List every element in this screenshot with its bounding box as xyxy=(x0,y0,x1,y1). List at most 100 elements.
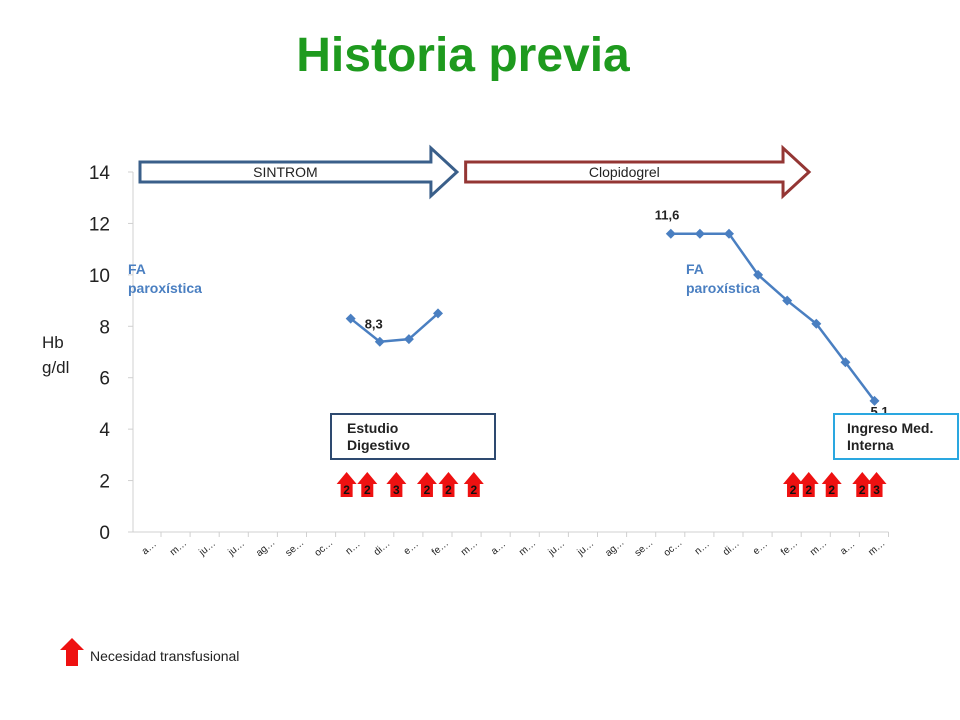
x-tick-label: e… xyxy=(402,539,421,557)
y-axis-label-line2: g/dl xyxy=(42,358,70,377)
axes: 0 2 4 6 8 10 12 14 a… m… ju… ju… ag… se… oc… n… di… e… fe…… xyxy=(89,163,889,559)
transfusion-legend-icon xyxy=(60,638,84,666)
transfusion-units-label: 2 xyxy=(828,483,835,497)
x-tick-label: m… xyxy=(517,538,538,558)
ingreso-line2: Interna xyxy=(847,437,894,453)
x-tick-label: a… xyxy=(489,539,508,557)
fa-paroxistica-left: FA paroxística xyxy=(128,260,202,298)
page-title: Historia previa xyxy=(296,29,630,82)
x-tick-label: m… xyxy=(459,538,480,558)
fa-left-line1: FA xyxy=(128,261,146,277)
transfusion-arrow-icon xyxy=(852,472,873,497)
transfusion-units-label: 2 xyxy=(343,483,350,497)
data-point xyxy=(811,318,822,329)
x-tick-label: fe… xyxy=(430,538,451,558)
transfusion-arrow-icon xyxy=(463,472,484,497)
x-tick-label: a… xyxy=(140,539,159,557)
transfusion-arrow-icon xyxy=(783,472,804,497)
x-tick-label: ag… xyxy=(603,537,626,559)
y-tick-label: 12 xyxy=(89,214,110,235)
data-point xyxy=(403,334,414,345)
x-tick-label: ju… xyxy=(575,538,596,559)
therapy-arrow-label: Clopidogrel xyxy=(589,164,660,180)
data-point xyxy=(869,395,880,406)
y-axis-label-line1: Hb xyxy=(42,333,64,352)
x-tick-label: m… xyxy=(168,538,189,558)
data-point xyxy=(782,295,793,306)
transfusion-units-label: 2 xyxy=(364,483,371,497)
x-tick-label: n… xyxy=(344,539,363,557)
y-tick-label: 14 xyxy=(89,163,111,184)
transfusion-units-label: 2 xyxy=(445,483,452,497)
fa-right-line2: paroxística xyxy=(686,280,760,296)
transfusion-arrow-icon xyxy=(798,472,819,497)
x-tick-label: ju… xyxy=(546,538,567,559)
fa-right-line1: FA xyxy=(686,261,704,277)
y-tick-label: 2 xyxy=(99,472,110,493)
y-tick-label: 10 xyxy=(89,266,110,287)
transfusion-arrow-icon xyxy=(866,472,887,497)
transfusion-units-label: 2 xyxy=(805,483,812,497)
therapy-arrow-label: SINTROM xyxy=(253,164,318,180)
y-tick-label: 0 xyxy=(99,523,110,544)
x-tick-label: se… xyxy=(633,537,656,559)
x-tick-label: fe… xyxy=(779,538,800,558)
x-tick-label: a… xyxy=(838,539,857,557)
transfusion-units-label: 2 xyxy=(424,483,431,497)
ingreso-line1: Ingreso Med. xyxy=(847,420,934,436)
transfusion-arrow-icon xyxy=(357,472,378,497)
data-point xyxy=(694,228,705,239)
legend-label: Necesidad transfusional xyxy=(90,648,240,664)
x-tick-label: m… xyxy=(808,538,829,558)
estudio-line1: Estudio xyxy=(347,420,399,436)
y-tick-label: 6 xyxy=(99,369,110,390)
data-point xyxy=(374,336,385,347)
data-point xyxy=(840,357,851,368)
y-axis-label: Hb g/dl xyxy=(42,330,69,380)
series-segment xyxy=(349,312,439,344)
transfusion-arrow-icon xyxy=(336,472,357,497)
data-point xyxy=(753,269,764,280)
transfusion-arrow-icon xyxy=(416,472,437,497)
y-tick-label: 8 xyxy=(99,317,110,338)
transfusion-arrow-icon xyxy=(386,472,407,497)
x-tick-label: oc… xyxy=(313,537,336,559)
x-tick-label: e… xyxy=(751,539,770,557)
x-tick-label: n… xyxy=(693,539,712,557)
x-tick-label: di… xyxy=(372,538,393,558)
x-tick-label: m… xyxy=(866,538,887,558)
transfusion-units-label: 3 xyxy=(873,483,880,497)
x-tick-label: ju… xyxy=(196,538,217,559)
transfusion-units-label: 2 xyxy=(859,483,866,497)
y-tick-label: 4 xyxy=(99,420,110,441)
transfusion-units-label: 2 xyxy=(790,483,797,497)
therapy-arrow-clopidogrel xyxy=(464,144,812,200)
fa-left-line2: paroxística xyxy=(128,280,202,296)
data-labels: 8,311,65,1 xyxy=(365,208,889,419)
transfusion-arrow-icon xyxy=(438,472,459,497)
therapy-arrows: SINTROM Clopidogrel xyxy=(138,144,812,200)
series-segment xyxy=(670,232,876,402)
x-tick-label: ju… xyxy=(226,538,247,559)
ingreso-med-interna-box: Ingreso Med. Interna xyxy=(833,413,959,460)
data-point xyxy=(433,308,443,319)
data-point xyxy=(724,228,734,239)
estudio-digestivo-box: Estudio Digestivo xyxy=(330,413,496,460)
x-tick-label: se… xyxy=(283,537,306,559)
fa-paroxistica-right: FA paroxística xyxy=(686,260,760,298)
estudio-line2: Digestivo xyxy=(347,437,411,453)
transfusion-arrow-icon xyxy=(821,472,842,497)
data-label: 11,6 xyxy=(655,208,680,223)
therapy-arrow-sintrom xyxy=(138,144,460,200)
x-tick-label: ag… xyxy=(254,537,277,559)
series-line xyxy=(345,228,880,406)
data-label: 8,3 xyxy=(365,317,383,332)
data-point xyxy=(345,313,356,324)
transfusion-units-label: 2 xyxy=(470,483,477,497)
transfusion-units-label: 3 xyxy=(393,483,400,497)
x-tick-label: oc… xyxy=(662,537,685,559)
x-tick-label: di… xyxy=(721,538,742,558)
data-point xyxy=(665,228,676,239)
